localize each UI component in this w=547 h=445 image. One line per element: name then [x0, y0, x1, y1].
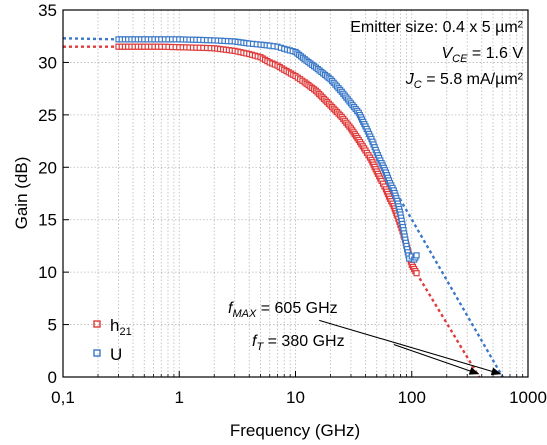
x-tick-label: 1 — [175, 388, 184, 407]
legend-marker-u — [93, 349, 101, 357]
y-tick-label: 10 — [38, 263, 57, 282]
fmax-arrow — [319, 319, 502, 376]
legend-label-h21: h21 — [110, 316, 132, 338]
series-h21-point — [413, 270, 420, 277]
emitter-size-annotation: Emitter size: 0.4 x 5 µm² — [350, 19, 523, 36]
jc-annotation: JC = 5.8 mA/µm² — [405, 71, 524, 91]
ft-arrow — [393, 343, 480, 375]
y-tick-label: 0 — [48, 368, 57, 387]
series-layer — [62, 36, 504, 378]
y-tick-label: 35 — [38, 1, 57, 20]
legend: h21 U — [93, 316, 132, 364]
x-tick-label: 10 — [286, 388, 305, 407]
x-axis-title: Frequency (GHz) — [230, 421, 360, 440]
fmax-annotation: fMAX = 605 GHz — [228, 300, 338, 320]
x-tick-label: 0,1 — [51, 388, 75, 407]
series-u — [62, 36, 504, 378]
vce-annotation: VCE = 1.6 V — [441, 45, 523, 65]
y-tick-label: 25 — [38, 106, 57, 125]
y-tick-label: 20 — [38, 158, 57, 177]
y-axis-title: Gain (dB) — [12, 157, 31, 230]
annotation-arrows — [319, 319, 502, 376]
ft-annotation: fT = 380 GHz — [252, 333, 345, 353]
series-h21-extrapolation-line — [415, 272, 481, 378]
x-tick-label: 100 — [398, 388, 426, 407]
y-tick-label: 5 — [48, 316, 57, 335]
legend-label-u: U — [110, 345, 122, 364]
axis-ticks: 0,1 1 10 100 1000 0 5 10 15 20 25 30 35 — [38, 1, 547, 407]
legend-marker-h21 — [93, 320, 101, 328]
series-u-point — [413, 252, 420, 259]
grid — [63, 10, 528, 377]
series-u-extrapolation-line — [392, 187, 504, 378]
y-tick-label: 30 — [38, 53, 57, 72]
series-u-low-freq-line — [62, 37, 119, 41]
x-tick-label: 1000 — [509, 388, 547, 407]
y-tick-label: 15 — [38, 211, 57, 230]
